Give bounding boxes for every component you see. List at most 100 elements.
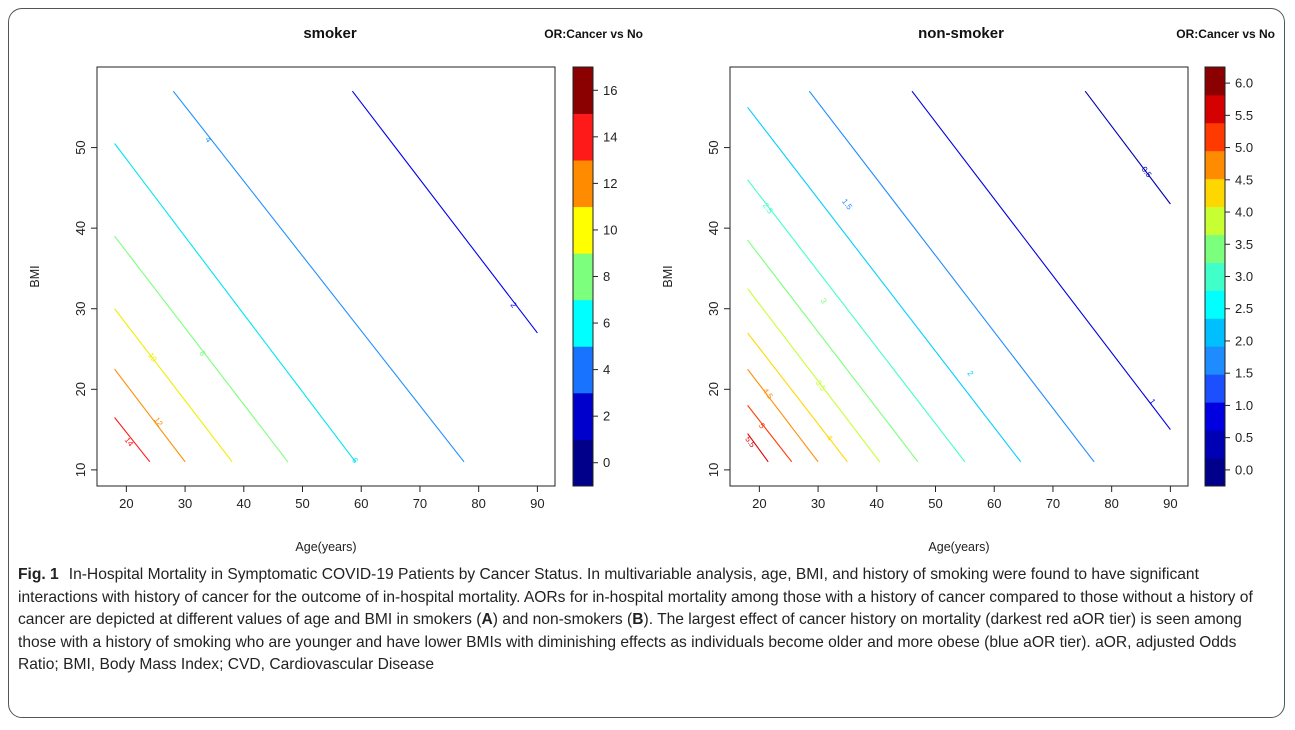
contour-label: 4 xyxy=(203,135,213,144)
y-axis-label: BMI xyxy=(28,265,42,287)
colorbar-tick-label: 6 xyxy=(603,316,610,331)
x-tick-label: 20 xyxy=(752,496,766,511)
y-axis-label: BMI xyxy=(661,265,675,287)
x-axis-label: Age(years) xyxy=(928,540,989,554)
colorbar-tick-label: 1.5 xyxy=(1235,366,1253,381)
caption-label: Fig. 1 xyxy=(18,566,59,583)
colorbar-band xyxy=(1205,458,1225,487)
colorbar-tick-label: 3.0 xyxy=(1235,269,1253,284)
colorbar-band xyxy=(573,299,593,347)
colorbar-tick-label: 3.5 xyxy=(1235,237,1253,252)
contour-label: 4 xyxy=(825,433,835,442)
colorbar-tick-label: 0.0 xyxy=(1235,462,1253,477)
colorbar-band xyxy=(1205,234,1225,263)
x-tick-label: 60 xyxy=(987,496,1001,511)
colorbar-tick-label: 0 xyxy=(603,455,610,470)
colorbar-tick-label: 2.0 xyxy=(1235,333,1253,348)
contour-line xyxy=(747,106,1022,463)
x-tick-label: 90 xyxy=(530,496,544,511)
colorbar-band xyxy=(573,160,593,208)
contour-line xyxy=(747,179,966,463)
colorbar-band xyxy=(1205,402,1225,431)
colorbar-band xyxy=(1205,346,1225,375)
contour-line xyxy=(351,90,538,334)
x-tick-label: 40 xyxy=(870,496,884,511)
colorbar-tick-label: 14 xyxy=(603,129,617,144)
colorbar-band xyxy=(1205,178,1225,208)
contour-label: 5 xyxy=(757,421,767,430)
x-tick-label: 30 xyxy=(811,496,825,511)
contour-label: 0.5 xyxy=(1140,165,1154,180)
colorbar-band xyxy=(573,346,593,394)
y-tick-label: 10 xyxy=(706,463,721,477)
contour-label: 8 xyxy=(197,349,207,358)
colorbar-tick-label: 4 xyxy=(603,362,610,377)
contour-label: 2.5 xyxy=(761,201,775,216)
colorbar-tick-label: 5.0 xyxy=(1235,140,1253,155)
colorbar-tick-label: 0.5 xyxy=(1235,430,1253,445)
contour-label: 6 xyxy=(350,456,360,465)
x-tick-label: 30 xyxy=(178,496,192,511)
y-tick-label: 50 xyxy=(73,140,88,154)
contour-line xyxy=(747,288,881,463)
colorbar-tick-label: 4.5 xyxy=(1235,172,1253,187)
contour-line xyxy=(747,332,848,463)
chart-title: non-smoker xyxy=(918,25,1004,42)
colorbar-band xyxy=(1205,318,1225,347)
contour-line xyxy=(747,433,769,463)
contour-line xyxy=(114,308,233,463)
y-tick-label: 10 xyxy=(73,463,88,477)
contour-line xyxy=(747,405,793,463)
colorbar-band xyxy=(573,392,593,440)
x-axis-label: Age(years) xyxy=(295,540,356,554)
colorbar-band xyxy=(1205,94,1225,124)
colorbar-band xyxy=(1205,374,1225,403)
colorbar-tick-label: 10 xyxy=(603,222,617,237)
colorbar-band xyxy=(573,206,593,254)
contour-line xyxy=(114,235,289,463)
colorbar-band xyxy=(573,253,593,301)
x-tick-label: 90 xyxy=(1163,496,1177,511)
colorbar-band xyxy=(1205,150,1225,180)
colorbar-tick-label: 2.5 xyxy=(1235,301,1253,316)
colorbar-tick-label: 2 xyxy=(603,409,610,424)
contour-line xyxy=(114,417,151,463)
contour-line xyxy=(747,368,819,463)
y-tick-label: 50 xyxy=(706,140,721,154)
legend-title: OR:Cancer vs No xyxy=(544,27,643,41)
legend-title: OR:Cancer vs No xyxy=(1176,27,1275,41)
x-tick-label: 60 xyxy=(354,496,368,511)
colorbar-tick-label: 12 xyxy=(603,176,617,191)
colorbar-band xyxy=(1205,290,1225,319)
x-tick-label: 50 xyxy=(928,496,942,511)
chart-title: smoker xyxy=(303,25,357,42)
caption-text-3: ). The largest effect of cancer history … xyxy=(18,611,1242,673)
x-tick-label: 20 xyxy=(119,496,133,511)
colorbar-band xyxy=(1205,206,1225,235)
y-tick-label: 40 xyxy=(706,221,721,235)
colorbar-tick-label: 8 xyxy=(603,269,610,284)
caption-text-2: ) and non-smokers ( xyxy=(492,611,633,628)
contour-label: 14 xyxy=(123,436,136,449)
figure-frame xyxy=(8,8,1285,718)
contour-label: 12 xyxy=(152,416,165,429)
x-tick-label: 50 xyxy=(295,496,309,511)
contour-line xyxy=(808,90,1095,463)
contour-label: 1.5 xyxy=(840,197,854,212)
colorbar-band xyxy=(1205,67,1225,96)
colorbar-band xyxy=(1205,430,1225,459)
colorbar-tick-label: 1.0 xyxy=(1235,398,1253,413)
x-tick-label: 40 xyxy=(237,496,251,511)
y-tick-label: 30 xyxy=(706,301,721,315)
x-tick-label: 70 xyxy=(1046,496,1060,511)
colorbar-band xyxy=(573,67,593,114)
contour-label: 3 xyxy=(819,296,829,305)
colorbar-band xyxy=(1205,122,1225,152)
colorbar-tick-label: 16 xyxy=(603,83,617,98)
x-tick-label: 80 xyxy=(1104,496,1118,511)
figure-caption: Fig. 1 In-Hospital Mortality in Symptomat… xyxy=(18,564,1278,677)
caption-panel-b: B xyxy=(632,611,644,628)
caption-text-1: In-Hospital Mortality in Symptomatic COV… xyxy=(18,566,1253,628)
contour-line xyxy=(114,368,186,463)
